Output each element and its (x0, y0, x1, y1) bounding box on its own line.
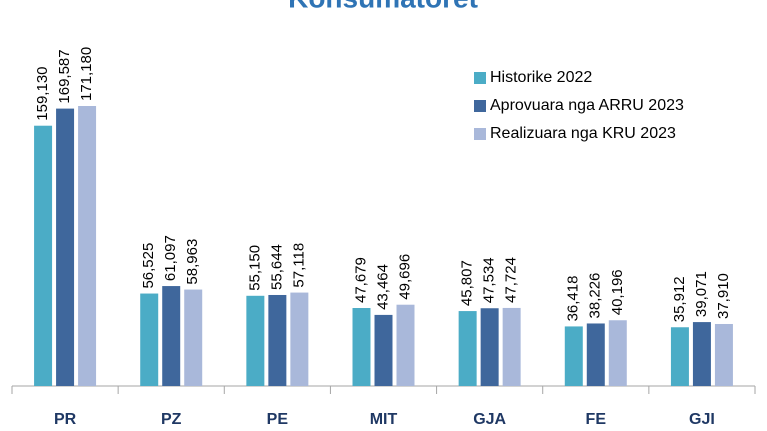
legend-swatch (474, 100, 486, 112)
bar (34, 125, 53, 387)
data-label: 47,724 (503, 257, 520, 303)
legend-label: Aprovuara nga ARRU 2023 (490, 97, 684, 114)
data-label: 171,180 (78, 47, 95, 101)
data-label: 45,807 (459, 260, 476, 306)
data-label: 36,418 (565, 276, 582, 322)
data-label: 43,464 (374, 264, 391, 310)
data-label: 35,912 (671, 276, 688, 322)
bar (692, 322, 711, 386)
legend-swatch (474, 72, 486, 84)
x-tick-label: GJI (689, 411, 715, 428)
data-label: 49,696 (396, 254, 413, 300)
bar (140, 293, 159, 386)
data-label: 47,679 (352, 257, 369, 303)
x-tick-label: GJA (473, 411, 506, 428)
bar (480, 308, 499, 386)
data-label: 58,963 (184, 239, 201, 285)
x-tick-label: PR (54, 411, 77, 428)
bar (268, 294, 287, 386)
bar (374, 314, 393, 386)
bar (184, 289, 203, 386)
data-label: 61,097 (162, 235, 179, 281)
data-label: 37,910 (715, 273, 732, 319)
bar (458, 311, 477, 386)
data-label: 47,534 (481, 257, 498, 303)
data-label: 38,226 (587, 273, 604, 319)
bar (608, 320, 627, 386)
data-label: 57,118 (290, 243, 307, 288)
x-tick-label: PZ (161, 411, 182, 428)
bar (162, 286, 181, 386)
data-label: 55,644 (268, 244, 285, 290)
bar (670, 327, 689, 386)
chart-title: Konsumatoret (288, 0, 478, 13)
bar (56, 108, 75, 386)
data-label: 40,196 (609, 269, 626, 315)
bar (78, 106, 97, 386)
bar (290, 292, 309, 386)
bar (246, 295, 265, 386)
x-tick-label: FE (586, 411, 607, 428)
bar (502, 307, 521, 386)
x-tick-label: MIT (370, 411, 398, 428)
bar (586, 323, 605, 386)
legend-swatch (474, 128, 486, 140)
bar (564, 326, 583, 386)
bar (352, 308, 371, 386)
data-label: 55,150 (246, 245, 263, 291)
bar (396, 304, 415, 386)
legend-label: Realizuara nga KRU 2023 (490, 125, 676, 142)
bar (714, 323, 733, 386)
data-label: 169,587 (56, 49, 73, 103)
data-label: 39,071 (693, 271, 710, 317)
legend-label: Historike 2022 (490, 69, 592, 86)
data-label: 159,130 (34, 66, 51, 120)
x-tick-label: PE (267, 411, 289, 428)
data-label: 56,525 (140, 243, 157, 289)
